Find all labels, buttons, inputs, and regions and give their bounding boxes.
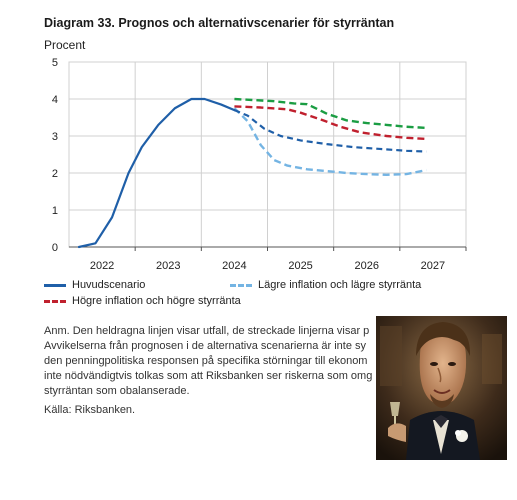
note-line: styrräntan som obalanserade. [44,385,190,397]
legend-swatch-dashed [44,299,66,303]
series-line-hogre-inflation [234,105,427,141]
y-tick-label: 5 [52,57,58,69]
note-line: inte nödvändigtvis tolkas som att Riksba… [44,370,373,382]
note-line: den penningpolitiska responsen på specif… [44,355,368,367]
note-line: Anm. Den heldragna linjen visar utfall, … [44,325,370,337]
legend-item-lagre-inflation: Lägre inflation och lägre styrränta [230,279,421,291]
legend-label: Högre inflation och högre styrränta [72,295,241,307]
x-tick-label: 2022 [90,260,114,272]
series-line-lagre-inflation [233,107,427,177]
x-tick-label: 2025 [288,260,312,272]
series-line-green-scenario [234,97,427,130]
y-tick-label: 4 [52,94,58,106]
y-tick-label: 1 [52,205,58,217]
series-line-huvudscenario-forecast [233,109,427,153]
series-line-huvudscenario-outcome [77,97,236,249]
y-tick-label: 3 [52,131,58,143]
y-axis-unit-label: Procent [44,38,86,52]
legend-swatch-solid [44,283,66,287]
x-tick-label: 2026 [355,260,379,272]
y-tick-label: 2 [52,168,58,180]
chart-note: Anm. Den heldragna linjen visar utfall, … [44,324,374,418]
chart-title: Diagram 33. Prognos och alternativscenar… [44,16,395,30]
legend-item-huvudscenario: Huvudscenario [44,279,145,291]
legend-item-hogre-inflation: Högre inflation och högre styrränta [44,295,241,307]
legend-label: Huvudscenario [72,279,146,291]
y-tick-label: 0 [52,242,58,254]
line-chart: 0 1 2 3 4 5 2022 2023 2024 2025 2026 2027 [52,57,467,272]
x-tick-label: 2024 [222,260,246,272]
note-line: Avvikelserna från prognosen i de alterna… [44,340,367,352]
legend-swatch-dashed [230,283,252,287]
legend-label: Lägre inflation och lägre styrränta [258,279,422,291]
source-line: Källa: Riksbanken. [44,404,136,416]
meme-photo-overlay [376,316,507,460]
x-tick-label: 2023 [156,260,180,272]
portrait-image [376,316,507,460]
x-tick-label: 2027 [421,260,445,272]
